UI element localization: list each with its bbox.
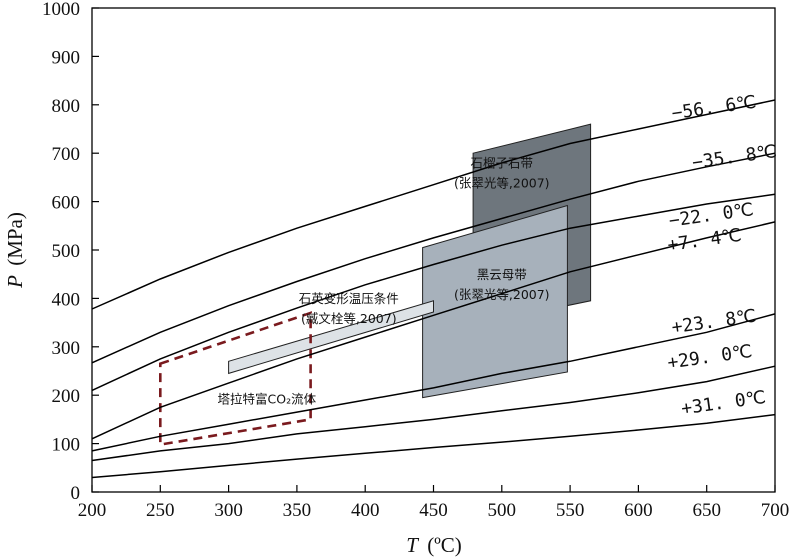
isochore-label-1: −56. 6℃ [670, 92, 757, 125]
y-tick-label-500: 500 [52, 241, 81, 262]
y-axis-title: P (MPa) [3, 212, 27, 289]
y-axis-ticks: 0 100 200 300 400 500 600 700 800 900 1000 [42, 0, 99, 504]
x-tick-label-250: 250 [146, 500, 175, 521]
y-tick-label-0: 0 [71, 483, 81, 504]
x-tick-label-400: 400 [351, 500, 380, 521]
region-label-line: 石英变形温压条件 [299, 291, 399, 306]
x-tick-label-700: 700 [761, 500, 790, 521]
x-axis-title: T (ºC) [406, 533, 461, 557]
y-tick-label-600: 600 [52, 193, 81, 214]
isochore-label-5: +23. 8℃ [670, 306, 757, 339]
y-tick-label-900: 900 [52, 47, 81, 68]
isochore-lines [91, 99, 776, 479]
isochore-label-2: −35. 8℃ [691, 141, 778, 174]
region-quartz [228, 300, 434, 375]
x-tick-label-650: 650 [692, 500, 721, 521]
x-axis-variable: T [406, 533, 419, 557]
region-label-quartz: 石英变形温压条件 (臧文栓等,2007) [299, 291, 399, 326]
isochore-label-6: +29. 0℃ [666, 341, 753, 374]
isochore-line-3 [91, 193, 776, 392]
y-tick-label-800: 800 [52, 96, 81, 117]
region-labels: 石榴子石带 (张翠光等,2007) 黑云母带 (张翠光等,2007) 石英变形温压条件 (… [218, 156, 550, 407]
y-tick-label-200: 200 [52, 386, 81, 407]
y-tick-label-300: 300 [52, 338, 81, 359]
y-tick-label-100: 100 [52, 435, 81, 456]
x-tick-label-200: 200 [78, 500, 107, 521]
isochore-line-4 [91, 221, 776, 440]
x-axis-ticks: 200 250 300 350 400 450 500 550 600 650 700 [78, 485, 790, 521]
x-tick-label-300: 300 [214, 500, 243, 521]
isochore-labels: −56. 6℃−35. 8℃−22. 0℃+7. 4℃+23. 8℃+29. 0… [666, 92, 778, 420]
isochore-line-6 [91, 365, 776, 462]
y-tick-label-400: 400 [52, 289, 81, 310]
isochore-label-7: +31. 0℃ [680, 387, 767, 420]
region-label-co2-fluid: 塔拉特富CO₂流体 [218, 391, 317, 406]
y-axis-unit: (MPa) [3, 212, 27, 266]
isochore-line-1 [91, 99, 776, 310]
isochore-line-7 [91, 413, 776, 479]
x-tick-label-350: 350 [283, 500, 312, 521]
isochore-line-2 [91, 152, 776, 364]
region-label-line: 黑云母带 [477, 267, 527, 282]
isochore-label-3: −22. 0℃ [668, 199, 755, 232]
x-tick-label-550: 550 [556, 500, 585, 521]
x-tick-label-500: 500 [488, 500, 517, 521]
x-axis-unit: (ºC) [427, 533, 462, 557]
y-axis-variable: P [3, 275, 27, 289]
y-tick-label-700: 700 [52, 144, 81, 165]
x-tick-label-450: 450 [419, 500, 448, 521]
region-biotite [422, 204, 568, 399]
region-label-biotite: 黑云母带 (张翠光等,2007) [454, 267, 550, 302]
regions-layer [159, 123, 592, 447]
region-label-line: (张翠光等,2007) [454, 176, 550, 191]
region-label-line: 塔拉特富CO₂流体 [218, 391, 317, 406]
x-tick-label-600: 600 [624, 500, 653, 521]
region-co2-fluid [159, 311, 312, 447]
region-label-line: (张翠光等,2007) [454, 287, 550, 302]
region-label-line: (臧文栓等,2007) [301, 311, 397, 326]
y-tick-label-1000: 1000 [42, 0, 80, 20]
region-label-garnet: 石榴子石带 (张翠光等,2007) [454, 156, 550, 191]
region-label-line: 石榴子石带 [471, 156, 534, 171]
isochore-line-5 [91, 313, 776, 452]
